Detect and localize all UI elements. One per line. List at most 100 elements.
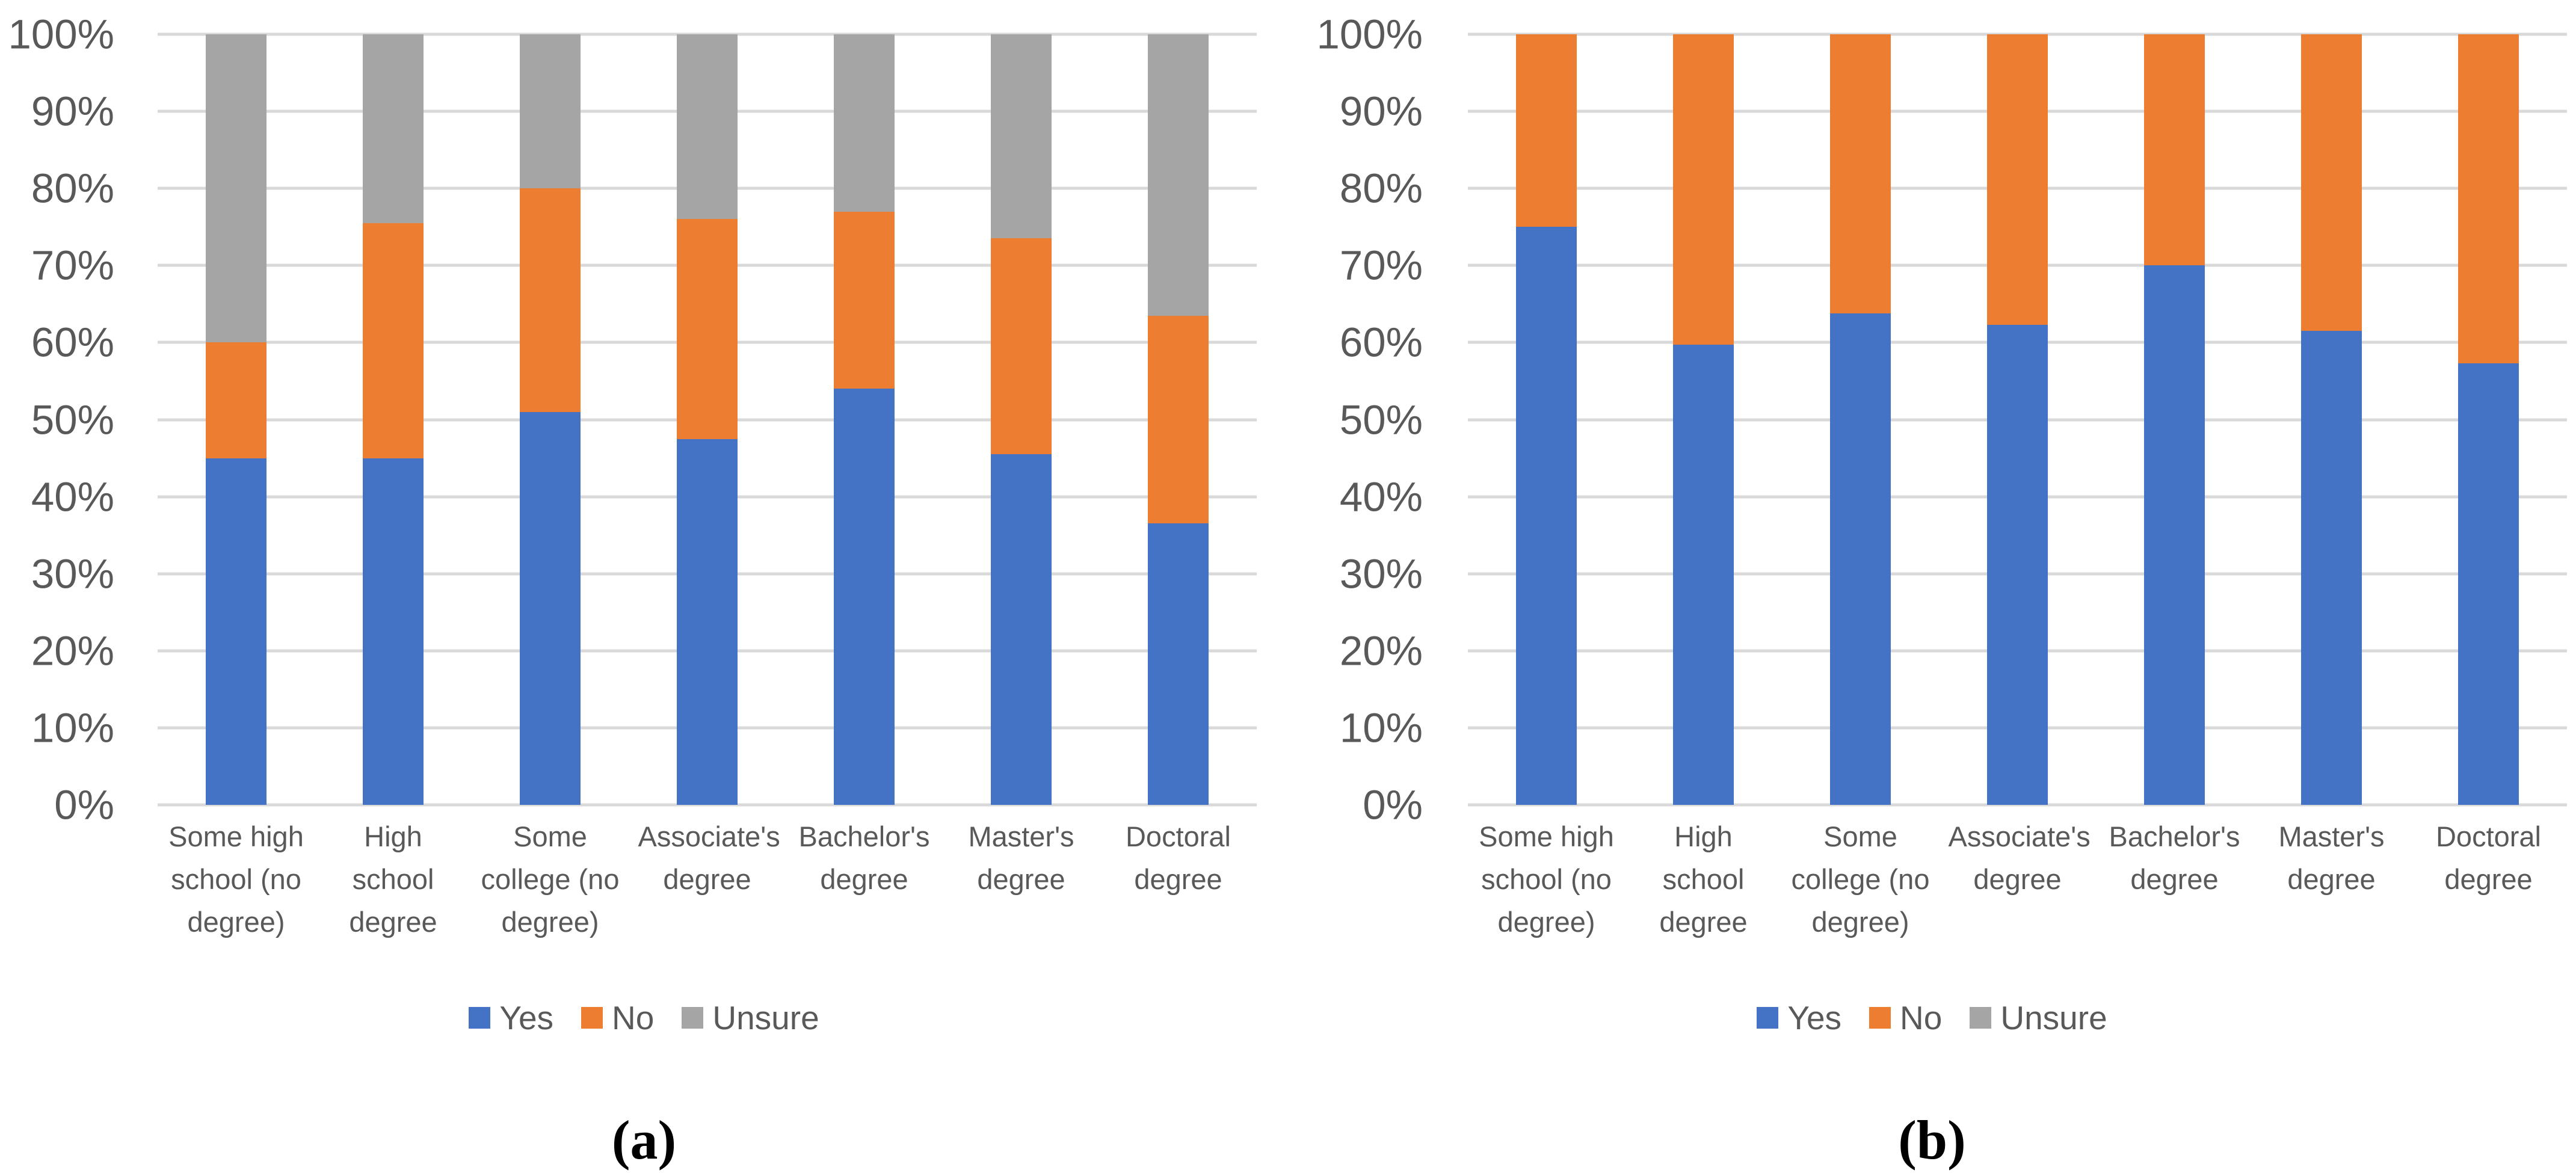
- x-category-label: Some high school (no degree): [1479, 820, 1614, 938]
- legend-swatch-no: [1869, 1007, 1891, 1029]
- legend-swatch-yes: [469, 1007, 491, 1029]
- chart-a-x-axis: Some high school (no degree) High school …: [158, 815, 1257, 971]
- x-category-label: High school degree: [1659, 820, 1748, 938]
- y-tick-label: 60%: [1339, 319, 1423, 366]
- chart-b-x-axis: Some high school (no degree) High school …: [1468, 815, 2567, 971]
- legend-item-no: No: [1869, 999, 1943, 1036]
- bar-segment-no: [363, 223, 424, 458]
- bar-segment-unsure: [363, 34, 424, 223]
- bar-segment-unsure: [991, 34, 1052, 239]
- bar-segment-no: [1987, 34, 2048, 325]
- bar-segment-yes: [2458, 363, 2519, 805]
- bar-segment-yes: [991, 454, 1052, 805]
- legend-swatch-unsure: [682, 1007, 704, 1029]
- stacked-bar: [1516, 34, 1577, 805]
- stacked-bar: [2458, 34, 2519, 805]
- y-tick-label: 60%: [31, 319, 114, 366]
- bar-segment-yes: [363, 458, 424, 805]
- bar-segment-yes: [1987, 324, 2048, 805]
- bar-segment-no: [834, 211, 895, 389]
- bar-segment-no: [2144, 34, 2205, 266]
- bar-segment-unsure: [1148, 34, 1209, 316]
- x-category-label: Master's degree: [968, 820, 1074, 895]
- bar-segment-yes: [1516, 227, 1577, 805]
- bar-segment-no: [991, 238, 1052, 455]
- bar-segment-no: [2301, 34, 2362, 331]
- x-category-label: Some high school (no degree): [168, 820, 304, 938]
- y-tick-label: 0%: [54, 781, 114, 828]
- chart-b-panel: 0% 10% 20% 30% 40% 50% 60% 70% 80% 90% 100% Some h…: [1288, 0, 2576, 1171]
- y-tick-label: 10%: [1339, 704, 1423, 751]
- bar-segment-yes: [1673, 345, 1734, 805]
- y-tick-label: 80%: [1339, 165, 1423, 212]
- y-tick-label: 90%: [1339, 88, 1423, 135]
- bar-segment-unsure: [677, 34, 738, 220]
- y-tick-label: 30%: [31, 550, 114, 597]
- x-category-label: Master's degree: [2278, 820, 2385, 895]
- y-tick-label: 50%: [1339, 396, 1423, 443]
- legend-item-unsure: Unsure: [682, 999, 819, 1036]
- x-category-label: Some college (no degree): [1791, 820, 1930, 938]
- y-tick-label: 100%: [1316, 11, 1423, 58]
- legend-label: Unsure: [712, 999, 819, 1036]
- legend-label: No: [1900, 999, 1943, 1036]
- stacked-bar: [363, 34, 424, 805]
- bar-segment-yes: [2301, 331, 2362, 805]
- legend-item-no: No: [581, 999, 655, 1036]
- chart-b-y-axis: 0% 10% 20% 30% 40% 50% 60% 70% 80% 90% 100%: [1288, 14, 1423, 826]
- y-tick-label: 70%: [31, 242, 114, 289]
- bar-segment-unsure: [206, 34, 267, 343]
- stacked-bar: [2144, 34, 2205, 805]
- x-category-label: Doctoral degree: [2435, 820, 2541, 895]
- bar-segment-no: [1516, 34, 1577, 227]
- bar-segment-unsure: [520, 34, 581, 189]
- stacked-bar: [991, 34, 1052, 805]
- bar-segment-yes: [1830, 313, 1891, 805]
- bar-segment-no: [1148, 315, 1209, 524]
- stacked-bar: [520, 34, 581, 805]
- stacked-bar: [1673, 34, 1734, 805]
- x-category-label: Bachelor's degree: [2109, 820, 2240, 895]
- y-tick-label: 50%: [31, 396, 114, 443]
- chart-a-legend: Yes No Unsure: [0, 1000, 1288, 1036]
- bar-segment-yes: [1148, 523, 1209, 805]
- legend-label: Yes: [499, 999, 554, 1036]
- stacked-bar: [1830, 34, 1891, 805]
- y-tick-label: 40%: [31, 473, 114, 520]
- stacked-bar: [677, 34, 738, 805]
- chart-b-caption: (b): [1898, 1109, 1966, 1171]
- legend-label: Unsure: [2000, 999, 2107, 1036]
- y-tick-label: 0%: [1363, 781, 1423, 828]
- y-tick-label: 30%: [1339, 550, 1423, 597]
- x-category-label: Associate's degree: [638, 820, 780, 895]
- y-tick-label: 20%: [31, 627, 114, 674]
- legend-label: Yes: [1787, 999, 1842, 1036]
- bar-segment-yes: [206, 458, 267, 805]
- legend-swatch-unsure: [1970, 1007, 1992, 1029]
- bar-segment-no: [206, 342, 267, 458]
- x-category-label: Some college (no degree): [481, 820, 620, 938]
- legend-swatch-yes: [1757, 1007, 1779, 1029]
- stacked-bar: [2301, 34, 2362, 805]
- bar-segment-no: [677, 219, 738, 439]
- y-tick-label: 80%: [31, 165, 114, 212]
- y-gridline: [158, 803, 1257, 807]
- stacked-bar: [206, 34, 267, 805]
- bar-segment-yes: [520, 411, 581, 805]
- x-category-label: Associate's degree: [1948, 820, 2091, 895]
- chart-b-plot-area: [1468, 32, 2567, 807]
- stacked-bar: [1148, 34, 1209, 805]
- x-category-label: Doctoral degree: [1125, 820, 1231, 895]
- chart-a-caption: (a): [611, 1109, 677, 1171]
- x-category-label: Bachelor's degree: [798, 820, 930, 895]
- legend-item-yes: Yes: [469, 999, 554, 1036]
- chart-a-y-axis: 0% 10% 20% 30% 40% 50% 60% 70% 80% 90% 100%: [0, 14, 114, 826]
- bar-segment-yes: [677, 439, 738, 805]
- legend-label: No: [612, 999, 655, 1036]
- chart-b-legend: Yes No Unsure: [1288, 1000, 2576, 1036]
- stacked-bar: [1987, 34, 2048, 805]
- y-tick-label: 70%: [1339, 242, 1423, 289]
- y-tick-label: 10%: [31, 704, 114, 751]
- legend-swatch-no: [581, 1007, 603, 1029]
- bar-segment-no: [2458, 34, 2519, 363]
